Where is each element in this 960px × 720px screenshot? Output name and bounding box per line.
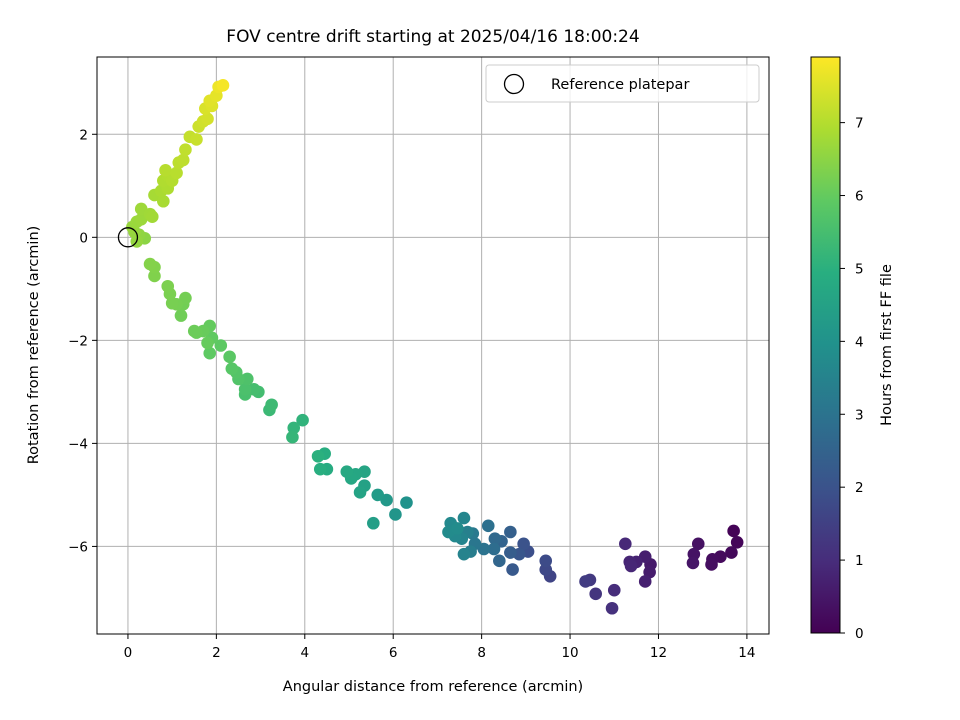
data-point [265,398,278,412]
data-point [691,537,705,551]
data-point [203,346,217,360]
data-point [579,575,592,588]
data-point [190,133,203,146]
data-point [517,537,530,551]
data-point [457,511,471,525]
data-point [223,350,236,364]
data-point [179,291,192,305]
x-tick-label: 4 [300,645,309,661]
data-point [143,257,157,271]
data-point [340,465,354,479]
x-tick-label: 6 [389,645,398,661]
data-point [367,516,380,530]
colorbar-tick-label: 4 [855,334,864,350]
data-point [506,563,519,576]
reference-marker [117,227,139,248]
colorbar-tick-label: 5 [855,261,864,277]
data-point [389,508,402,521]
y-tick-label: −4 [68,436,88,452]
x-axis-ticks: 0 2 4 6 8 10 12 14 [124,634,755,661]
colorbar-tick-label: 2 [855,480,864,496]
data-point [296,413,309,427]
data-point [589,587,602,601]
data-point [705,558,718,571]
data-point [725,546,738,559]
data-point [201,336,214,350]
data-point [539,563,553,576]
colorbar-ticks: 0 1 2 3 4 5 6 7 [840,116,864,642]
plot-frame [96,56,770,635]
data-point [145,210,159,224]
data-point [311,449,325,463]
data-point [457,547,471,561]
x-tick-label: 12 [650,645,667,661]
data-point [624,559,638,573]
data-point [201,112,214,126]
chart-title: FOV centre drift starting at 2025/04/16 … [226,27,639,47]
colorbar-tick-label: 3 [855,407,864,423]
y-tick-label: 2 [79,127,88,143]
data-point [159,164,172,177]
y-tick-label: 0 [79,230,88,246]
data-point [174,309,188,322]
legend: Reference platepar [485,64,760,103]
data-point [504,525,517,539]
y-axis-ticks: 2 0 −2 −4 −6 [68,127,97,555]
data-point [400,496,413,509]
colorbar-gradient [810,56,841,634]
data-point [487,542,501,556]
data-point [451,522,464,535]
data-point [638,575,652,588]
data-point [539,554,553,568]
data-point [148,269,161,283]
data-point [686,556,700,570]
data-point [353,486,367,499]
data-point [730,535,744,549]
y-tick-label: −6 [68,539,88,555]
data-point [607,583,621,597]
data-point [176,153,190,167]
data-point [161,279,175,293]
colorbar-label: Hours from first FF file [879,264,895,426]
x-axis-label: Angular distance from reference (arcmin) [283,679,583,695]
x-tick-label: 0 [124,645,133,661]
data-point [493,554,506,568]
legend-marker-icon [503,73,525,95]
data-point [187,324,201,338]
data-point [619,537,632,551]
data-point [238,382,252,396]
data-point [488,532,502,545]
x-tick-label: 8 [477,645,486,661]
data-point [157,194,170,208]
x-tick-label: 2 [212,645,221,661]
data-point [287,421,301,435]
legend-box [485,64,760,103]
x-tick-label: 14 [738,645,755,661]
data-point [286,430,299,444]
data-points [126,79,744,615]
colorbar-tick-label: 6 [855,189,864,205]
data-point [313,462,327,476]
data-point [225,362,239,375]
colorbar-tick-label: 7 [855,116,864,132]
legend-entry-reference: Reference platepar [551,77,689,93]
colorbar-tick-label: 1 [855,553,864,569]
data-point [371,488,385,502]
y-tick-label: −2 [68,333,88,349]
data-point [216,79,230,92]
colorbar-tick-label: 0 [855,626,864,642]
data-point [605,601,619,615]
data-point [727,524,740,538]
reference-point [117,227,139,248]
data-point [214,339,228,352]
data-point [170,166,183,180]
x-tick-label: 10 [561,645,578,661]
data-point [179,143,192,157]
colorbar: 0 1 2 3 4 5 6 7 Hours from first FF file [810,56,895,642]
data-point [481,519,495,533]
y-axis-label: Rotation from reference (arcmin) [26,226,42,465]
data-point [241,372,254,386]
data-point [504,546,517,559]
